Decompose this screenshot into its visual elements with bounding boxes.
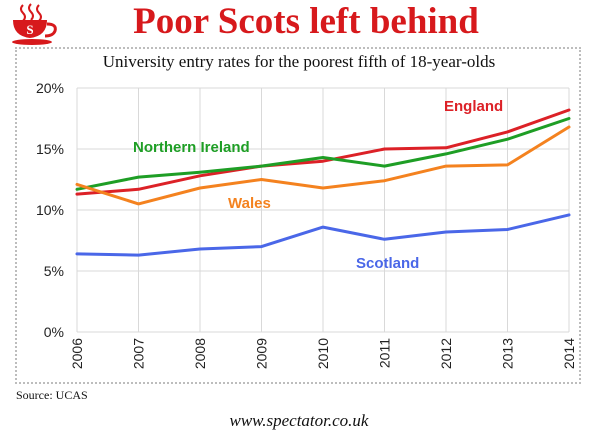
series-label-scotland: Scotland: [356, 255, 419, 272]
y-tick-label: 10%: [36, 202, 64, 218]
spectator-teacup-icon: S: [12, 3, 57, 45]
series-label-england: England: [444, 98, 503, 115]
x-tick-label: 2006: [69, 338, 85, 369]
x-tick-label: 2007: [131, 338, 147, 369]
series-line-northern-ireland: [75, 117, 571, 191]
y-tick-label: 0%: [44, 324, 64, 340]
chart-frame: [15, 47, 581, 384]
x-tick-label: 2012: [438, 338, 454, 369]
series-line-scotland: [75, 213, 571, 257]
x-tick-label: 2010: [315, 338, 331, 369]
x-tick-label: 2008: [192, 338, 208, 369]
series-label-wales: Wales: [228, 195, 271, 212]
x-tick-label: 2009: [254, 338, 270, 369]
series-line-england: [75, 108, 571, 196]
source-note: Source: UCAS: [16, 388, 88, 402]
logo-letter: S: [26, 22, 33, 37]
series-label-northern-ireland: Northern Ireland: [133, 139, 250, 156]
chart-title: University entry rates for the poorest f…: [102, 52, 496, 71]
series-line-wales: [75, 125, 571, 206]
website-link[interactable]: www.spectator.co.uk: [229, 411, 369, 430]
x-tick-label: 2011: [377, 338, 393, 368]
x-tick-label: 2013: [500, 338, 516, 369]
y-tick-label: 15%: [36, 141, 64, 157]
page-title: Poor Scots left behind: [133, 1, 479, 42]
y-tick-label: 5%: [44, 263, 64, 279]
x-tick-label: 2014: [561, 338, 577, 369]
y-tick-label: 20%: [36, 80, 64, 96]
